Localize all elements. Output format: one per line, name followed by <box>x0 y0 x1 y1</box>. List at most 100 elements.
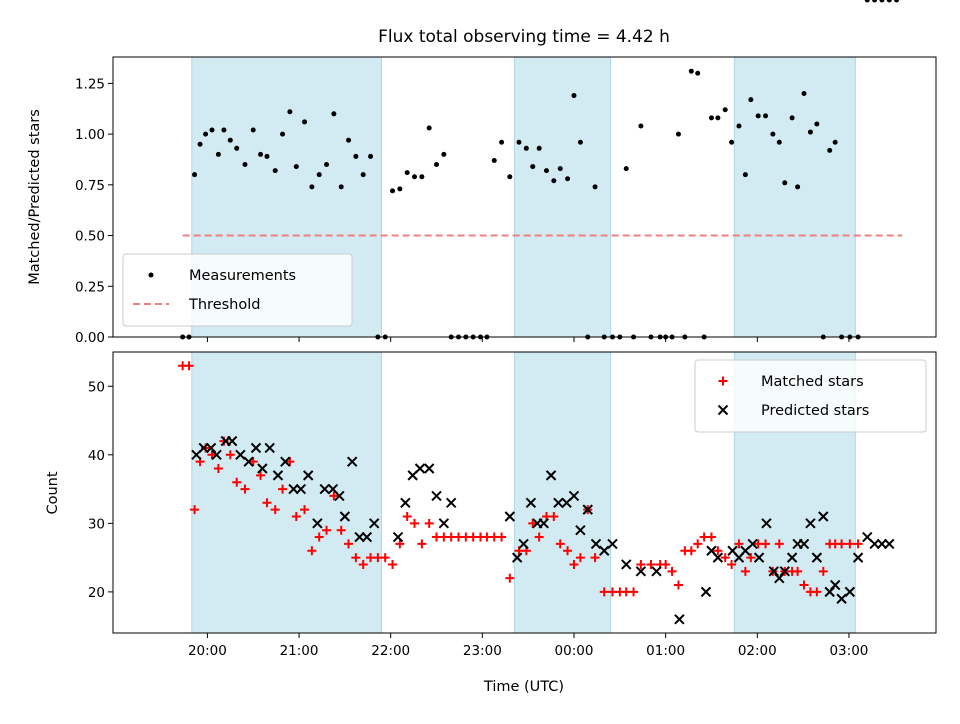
legend-marker <box>717 404 729 416</box>
x-tick-label: 01:00 <box>646 643 685 659</box>
data-point <box>592 184 598 190</box>
data-point <box>215 151 221 157</box>
y-tick-label: 0.25 <box>75 279 105 295</box>
data-point <box>336 525 346 535</box>
x-axis-label: Time (UTC) <box>483 679 564 695</box>
data-point <box>629 587 639 597</box>
legend: Matched stars Predicted stars <box>694 359 927 433</box>
data-point <box>329 491 339 501</box>
y-tick-label: 0.75 <box>75 178 105 194</box>
data-point <box>569 559 579 569</box>
data-point <box>551 178 557 184</box>
data-point <box>577 139 583 145</box>
data-point <box>511 552 523 563</box>
data-point <box>708 115 714 121</box>
data-point <box>755 113 761 119</box>
data-point <box>795 184 801 190</box>
data-point <box>763 113 769 119</box>
y-tick-label: 50 <box>88 379 105 395</box>
data-point <box>426 125 432 131</box>
data-point <box>285 457 295 467</box>
data-point <box>747 538 758 550</box>
y-tick-label: 20 <box>88 585 105 601</box>
data-point <box>638 123 644 129</box>
data-point <box>675 131 681 137</box>
data-point <box>734 539 744 549</box>
data-point <box>530 164 536 170</box>
data-point <box>291 511 301 521</box>
data-point <box>312 518 323 529</box>
data-point <box>864 0 870 3</box>
data-point <box>235 449 246 461</box>
data-point <box>358 559 368 569</box>
data-point <box>499 139 505 145</box>
data-point <box>392 531 404 543</box>
x-tick-label: 23:00 <box>463 643 502 659</box>
data-point <box>316 172 322 178</box>
data-point <box>400 497 411 508</box>
data-point <box>397 186 403 192</box>
data-point <box>368 518 380 529</box>
data-point <box>879 0 885 3</box>
data-point <box>322 525 332 535</box>
data-point <box>303 470 314 481</box>
legend-entry: Predicted stars <box>761 403 869 419</box>
data-point <box>491 157 497 163</box>
data-point <box>197 141 203 147</box>
data-point <box>774 539 784 549</box>
data-point <box>243 456 254 467</box>
data-point <box>441 151 447 157</box>
data-point <box>761 518 772 529</box>
data-point <box>226 435 238 447</box>
data-point <box>190 505 200 515</box>
bottom-y-axis-label: Count <box>45 471 61 514</box>
y-tick-label: 1.25 <box>75 76 105 92</box>
data-point <box>884 538 895 550</box>
data-point <box>553 497 564 508</box>
data-point <box>431 490 442 502</box>
data-point <box>402 511 412 521</box>
data-point <box>280 456 291 467</box>
chart-title: Flux total observing time = 4.42 h <box>378 27 670 47</box>
data-point <box>410 518 420 528</box>
data-point <box>811 552 823 563</box>
x-tick-label: 20:00 <box>188 643 227 659</box>
data-point <box>262 498 272 508</box>
legend-entry: Measurements <box>189 268 296 284</box>
data-point <box>786 552 798 563</box>
data-point <box>414 463 426 474</box>
data-point <box>256 470 266 480</box>
data-point <box>346 456 358 467</box>
plot-frame <box>112 56 937 338</box>
data-point <box>338 184 344 190</box>
data-point <box>234 145 240 151</box>
data-point <box>715 115 721 121</box>
x-tick-label: 21:00 <box>280 643 319 659</box>
data-point <box>695 70 701 76</box>
data-point <box>568 490 580 502</box>
data-point <box>324 162 330 168</box>
data-point <box>507 174 513 180</box>
observing-interval-band <box>513 351 612 634</box>
legend-box <box>694 359 927 433</box>
data-point <box>635 566 647 577</box>
data-point <box>852 552 864 563</box>
data-point <box>753 552 765 563</box>
data-point <box>538 518 549 529</box>
data-point <box>818 566 828 576</box>
data-point <box>278 484 288 494</box>
data-point <box>832 139 838 145</box>
y-tick-label: 40 <box>88 448 105 464</box>
data-point <box>673 580 683 590</box>
data-point <box>209 127 215 133</box>
data-point <box>818 511 829 522</box>
data-point <box>563 546 573 556</box>
data-point <box>713 546 723 556</box>
y-tick-label: 0.00 <box>75 330 105 346</box>
data-point <box>203 131 209 137</box>
legend-marker <box>718 376 728 386</box>
data-point <box>746 553 756 563</box>
data-point <box>388 559 398 569</box>
data-point <box>836 593 847 604</box>
